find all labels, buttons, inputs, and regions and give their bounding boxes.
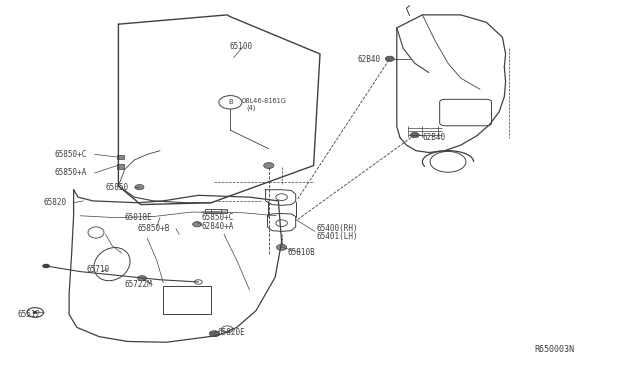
- Text: 65820: 65820: [44, 198, 67, 207]
- Circle shape: [209, 331, 220, 337]
- Text: 65400(RH): 65400(RH): [317, 224, 358, 233]
- Text: 62B40: 62B40: [422, 133, 445, 142]
- Text: R650003N: R650003N: [534, 345, 575, 354]
- Text: 62B40: 62B40: [357, 55, 380, 64]
- FancyBboxPatch shape: [117, 164, 124, 169]
- Circle shape: [42, 264, 50, 268]
- Circle shape: [410, 132, 419, 138]
- Text: 65512: 65512: [18, 310, 41, 319]
- Circle shape: [385, 56, 394, 61]
- Text: 65401(LH): 65401(LH): [317, 232, 358, 241]
- Text: 65810B: 65810B: [288, 248, 316, 257]
- Circle shape: [276, 244, 287, 250]
- FancyBboxPatch shape: [117, 155, 124, 159]
- Text: 65850+C: 65850+C: [202, 213, 234, 222]
- Text: 08L46-8161G: 08L46-8161G: [242, 98, 287, 104]
- Text: (4): (4): [246, 105, 256, 111]
- Circle shape: [264, 163, 274, 169]
- Text: 65018E: 65018E: [125, 213, 152, 222]
- Circle shape: [33, 311, 38, 314]
- Text: 65850+B: 65850+B: [138, 224, 170, 233]
- Text: 65710: 65710: [86, 265, 109, 274]
- Text: 65820E: 65820E: [218, 328, 245, 337]
- Circle shape: [193, 222, 202, 227]
- Text: 65850+A: 65850+A: [54, 169, 87, 177]
- Circle shape: [138, 276, 147, 281]
- Text: 65100: 65100: [229, 42, 252, 51]
- Circle shape: [135, 185, 144, 190]
- Text: B: B: [228, 99, 233, 105]
- Text: 62840+A: 62840+A: [202, 222, 234, 231]
- Text: 65850+C: 65850+C: [54, 150, 87, 159]
- Text: 65722M: 65722M: [125, 280, 152, 289]
- Text: 65850: 65850: [106, 183, 129, 192]
